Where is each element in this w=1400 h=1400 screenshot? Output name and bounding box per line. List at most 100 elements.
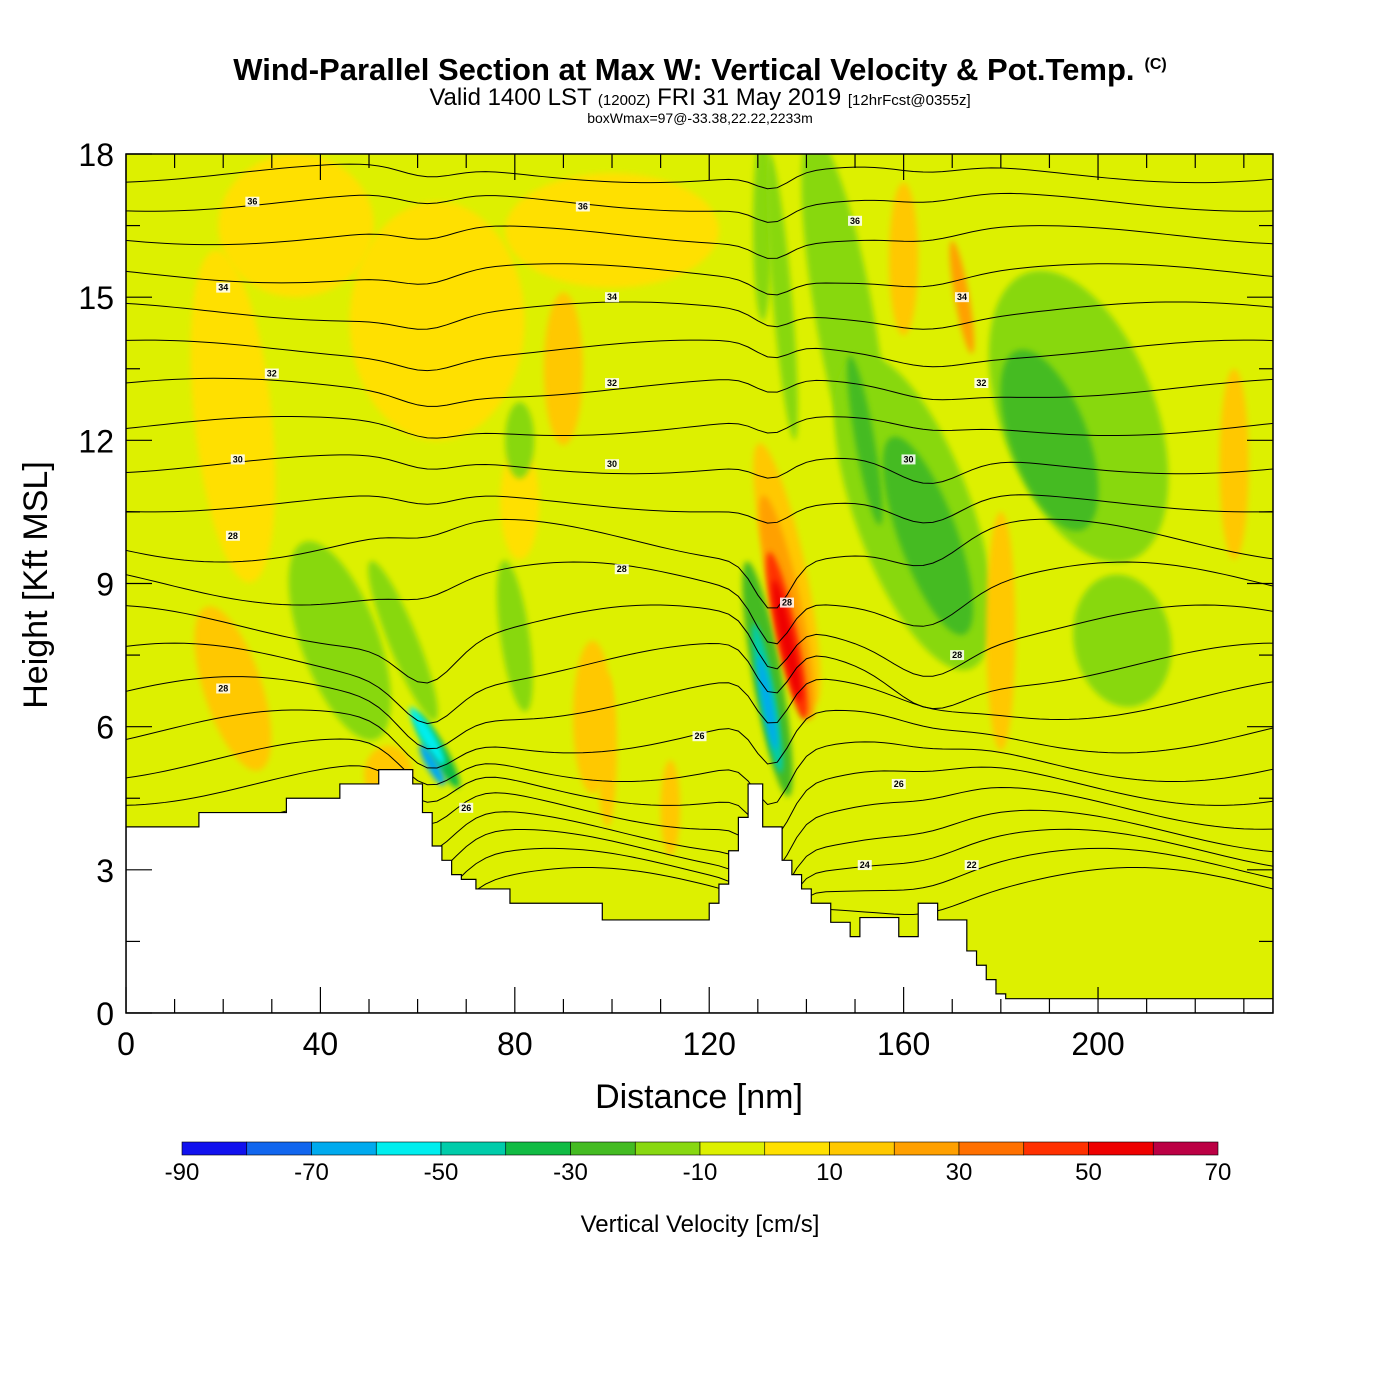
contour-label-bg [459,802,474,813]
contour-label: 36 [247,197,257,207]
contour-label: 36 [850,216,860,226]
isentrope [126,676,1273,750]
y-tick-label: 15 [78,280,114,316]
isentrope [126,518,1273,609]
velocity-region [496,560,533,712]
colorbar-swatch [699,1141,766,1156]
velocity-region [882,436,974,635]
colorbar-swatch [246,1141,312,1156]
colorbar-swatch [1088,1141,1154,1156]
velocity-region [505,173,719,288]
isentrope [126,163,1273,190]
isentrope [126,415,1273,439]
x-tick-label: 160 [877,1026,930,1062]
velocity-region [349,201,525,441]
contour-label: 28 [218,683,228,693]
contour-label: 36 [578,201,588,211]
y-tick-label: 9 [96,567,114,603]
contour-label-bg [848,215,863,226]
contour-label-bg [230,454,245,465]
contour-label: 22 [967,860,977,870]
isentrope [126,339,1273,372]
contour-label: 34 [957,292,967,302]
subtitle-forecast: [12hrFcst@0355z] [847,92,971,109]
velocity-region [505,402,535,479]
contour-label-bg [575,201,590,212]
velocity-region [1000,349,1099,532]
isentrope [126,642,1273,725]
colorbar-swatch [181,1141,248,1156]
velocity-region [597,674,617,827]
contour-label-bg [605,378,620,389]
contour-label-bg [974,378,989,389]
contour-label: 34 [218,283,228,293]
contour-label-bg [605,292,620,303]
isentrope [126,454,1273,484]
x-tick-label: 200 [1071,1026,1124,1062]
y-tick-label: 3 [96,853,114,889]
x-tick-label: 120 [683,1026,736,1062]
colorbar-swatch [634,1141,701,1156]
colorbar-swatch [1023,1141,1089,1156]
contour-label-bg [614,564,629,575]
contour-label: 30 [903,454,913,464]
contour-label-bg [857,860,872,871]
colorbar-tick-label: -30 [553,1159,588,1186]
chart-subtitle: Valid 1400 LST (1200Z) FRI 31 May 2019 [… [0,84,1400,112]
colorbar-swatch [893,1141,960,1156]
velocity-region [543,292,583,446]
contour-label-bg [950,650,965,661]
contour-label: 34 [607,292,617,302]
contour-label-bg [954,292,969,303]
isentrope [126,263,1273,296]
colorbar-tick-label: -90 [165,1159,200,1186]
velocity-region [288,541,392,741]
colorbar-swatch [1152,1141,1219,1156]
colorbar-swatch [375,1141,442,1156]
contour-label: 32 [267,369,277,379]
colorbar-swatch [505,1141,571,1156]
isentrope [126,738,1273,806]
x-tick-label: 0 [117,1026,135,1062]
velocity-region [660,760,681,856]
colorbar-tick-label: 30 [946,1159,973,1186]
isentrope [126,301,1273,330]
contour-label: 24 [860,860,870,870]
contour-label-bg [692,731,707,742]
contour-label: 28 [782,598,792,608]
velocity-region [500,445,540,560]
contour-label: 26 [694,731,704,741]
colorbar-swatch [440,1141,507,1156]
contour-label-bg [264,368,279,379]
colorbar-swatch [958,1141,1025,1156]
colorbar-swatch [764,1141,830,1156]
colorbar-swatch [829,1141,895,1156]
subtitle-date: FRI 31 May 2019 [657,84,842,111]
velocity-region [757,655,778,750]
y-axis-label: Height [Kft MSL] [17,461,55,709]
contour-label-bg [901,454,916,465]
isentrope [126,494,1273,524]
x-axis: 0 40 80 120 160 200 [117,154,1245,1062]
contour-label: 30 [233,454,243,464]
velocity-region [409,707,446,766]
isentrope [126,225,1273,259]
velocity-region [1219,368,1249,560]
velocity-region [419,743,446,786]
contour-labels: 36 36 36 34 34 34 32 32 32 30 30 30 28 28 28 28 28 26 26 26… [216,196,989,871]
contour-label: 28 [952,650,962,660]
isentrope [126,765,1273,840]
velocity-region [218,154,374,298]
velocity-region [190,250,276,583]
contour-label-bg [245,196,260,207]
contour-label-bg [225,530,240,541]
contour-label-bg [216,282,231,293]
velocity-region [889,182,919,336]
y-tick-label: 0 [96,996,114,1032]
chart-title: Wind-Parallel Section at Max W: Vertical… [233,52,1167,87]
contour-label: 26 [894,779,904,789]
colorbar-label: Vertical Velocity [cm/s] [581,1211,820,1238]
x-axis-label: Distance [nm] [595,1078,803,1116]
x-tick-label: 80 [497,1026,533,1062]
colorbar-tick-label: 10 [816,1159,843,1186]
